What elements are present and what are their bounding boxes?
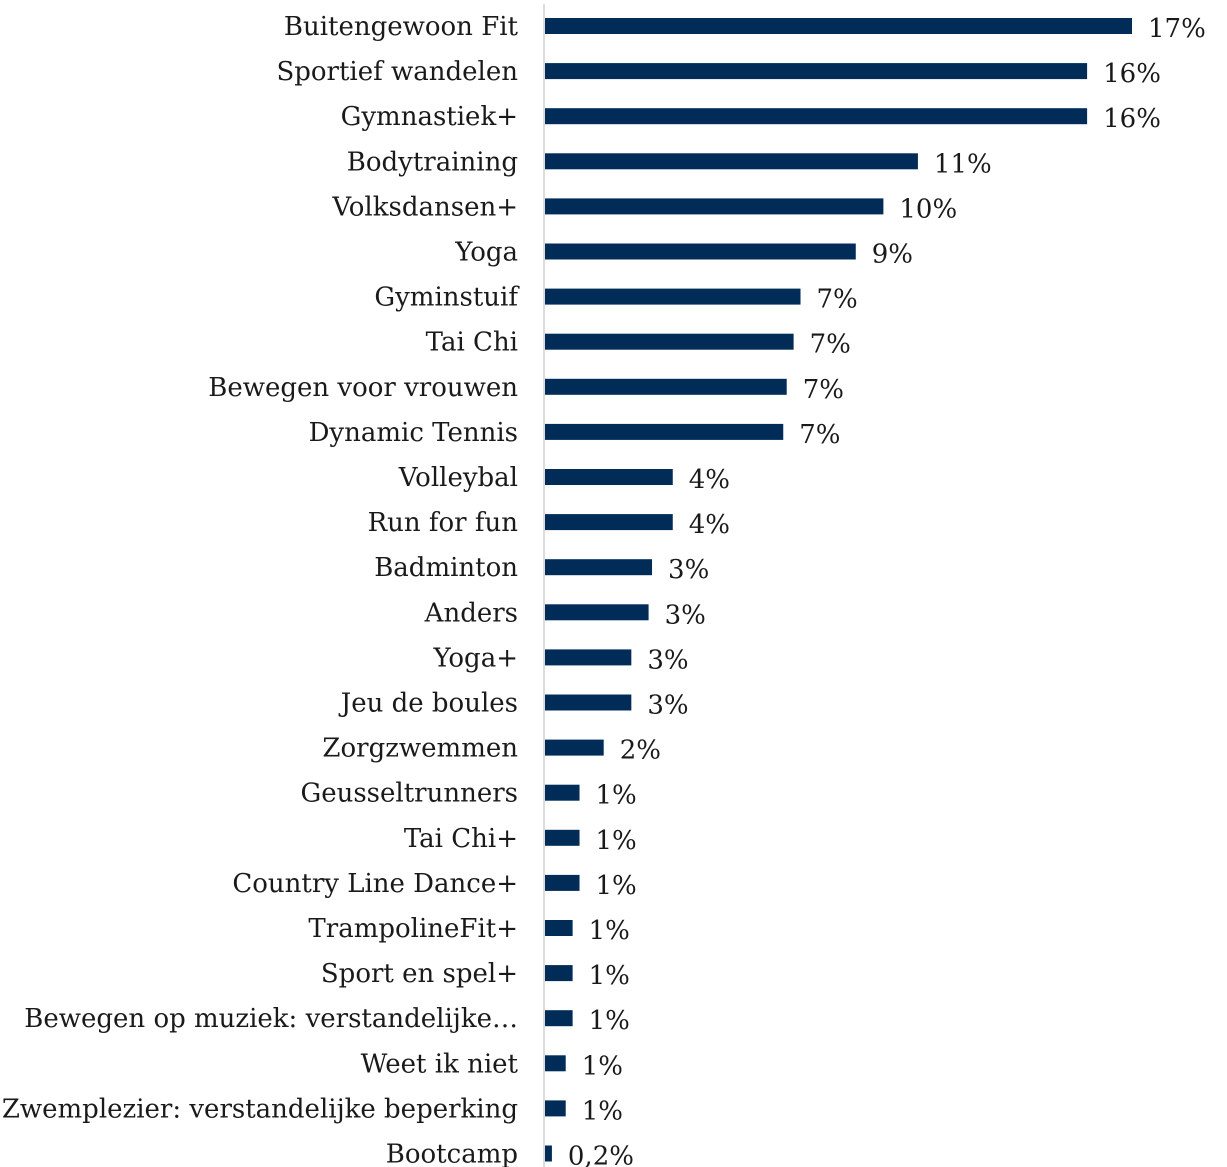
bar <box>545 1010 573 1026</box>
data-label: 16% <box>1103 104 1161 134</box>
bar <box>545 559 652 575</box>
bar <box>545 695 631 711</box>
category-label: Zorgzwemmen <box>322 734 518 764</box>
data-label: 7% <box>810 330 851 360</box>
bar <box>545 63 1087 79</box>
category-label: Yoga <box>454 238 518 268</box>
data-label: 3% <box>665 600 706 630</box>
bar <box>545 153 918 169</box>
data-label: 1% <box>596 826 637 856</box>
bar <box>545 424 783 440</box>
category-label: Dynamic Tennis <box>309 418 518 448</box>
category-label: Sport en spel+ <box>321 959 518 989</box>
data-label: 1% <box>582 1051 623 1081</box>
data-label: 10% <box>899 194 957 224</box>
bar <box>545 604 649 620</box>
bar <box>545 1055 566 1071</box>
category-label: Sportief wandelen <box>276 57 518 87</box>
data-label: 1% <box>596 781 637 811</box>
category-label: Zwemplezier: verstandelijke beperking <box>2 1094 518 1124</box>
bar <box>545 379 787 395</box>
category-label: Volleybal <box>398 463 518 493</box>
data-label: 9% <box>872 240 913 270</box>
bar <box>545 740 604 756</box>
category-label: Gymnastiek+ <box>341 102 518 132</box>
data-label: 17% <box>1148 14 1206 44</box>
bar <box>545 18 1132 34</box>
category-label: Anders <box>424 598 518 628</box>
data-label: 4% <box>689 510 730 540</box>
bar <box>545 289 801 305</box>
category-label: Gyminstuif <box>374 283 520 313</box>
data-label: 4% <box>689 465 730 495</box>
bars-group: Buitengewoon Fit 17% Sportief wandelen 16% G… <box>2 12 1206 1167</box>
bar <box>545 830 580 846</box>
bar <box>545 875 580 891</box>
data-label: 1% <box>582 1096 623 1126</box>
data-label: 7% <box>799 420 840 450</box>
data-label: 16% <box>1103 59 1161 89</box>
data-label: 1% <box>596 871 637 901</box>
bar <box>545 1146 552 1162</box>
category-label: Geusseltrunners <box>300 779 518 809</box>
bar <box>545 1100 566 1116</box>
category-label: Bootcamp <box>386 1140 518 1167</box>
category-label: Jeu de boules <box>338 689 518 719</box>
data-label: 2% <box>620 736 661 766</box>
data-label: 1% <box>589 916 630 946</box>
data-label: 0,2% <box>568 1142 634 1167</box>
bar <box>545 649 631 665</box>
bar <box>545 244 856 260</box>
bar <box>545 920 573 936</box>
category-label: Bodytraining <box>347 147 518 177</box>
category-label: Volksdansen+ <box>331 192 518 222</box>
bar <box>545 469 673 485</box>
bar <box>545 198 883 214</box>
data-label: 7% <box>803 375 844 405</box>
bar <box>545 514 673 530</box>
category-label: Weet ik niet <box>361 1049 519 1079</box>
category-label: Bewegen op muziek: verstandelijke… <box>24 1004 518 1034</box>
category-label: Buitengewoon Fit <box>284 12 519 42</box>
data-label: 11% <box>934 149 992 179</box>
category-label: Tai Chi <box>426 328 518 358</box>
data-label: 7% <box>817 285 858 315</box>
category-label: Bewegen voor vrouwen <box>208 373 518 403</box>
category-label: Run for fun <box>368 508 519 538</box>
category-label: Tai Chi+ <box>404 824 518 854</box>
category-label: TrampolineFit+ <box>308 914 518 944</box>
bar <box>545 965 573 981</box>
data-label: 3% <box>647 645 688 675</box>
data-label: 3% <box>647 691 688 721</box>
bar <box>545 334 794 350</box>
bar <box>545 108 1087 124</box>
data-label: 1% <box>589 1006 630 1036</box>
data-label: 1% <box>589 961 630 991</box>
data-label: 3% <box>668 555 709 585</box>
category-label: Country Line Dance+ <box>232 869 518 899</box>
category-label: Yoga+ <box>433 643 519 673</box>
bar <box>545 785 580 801</box>
category-label: Badminton <box>374 553 518 583</box>
